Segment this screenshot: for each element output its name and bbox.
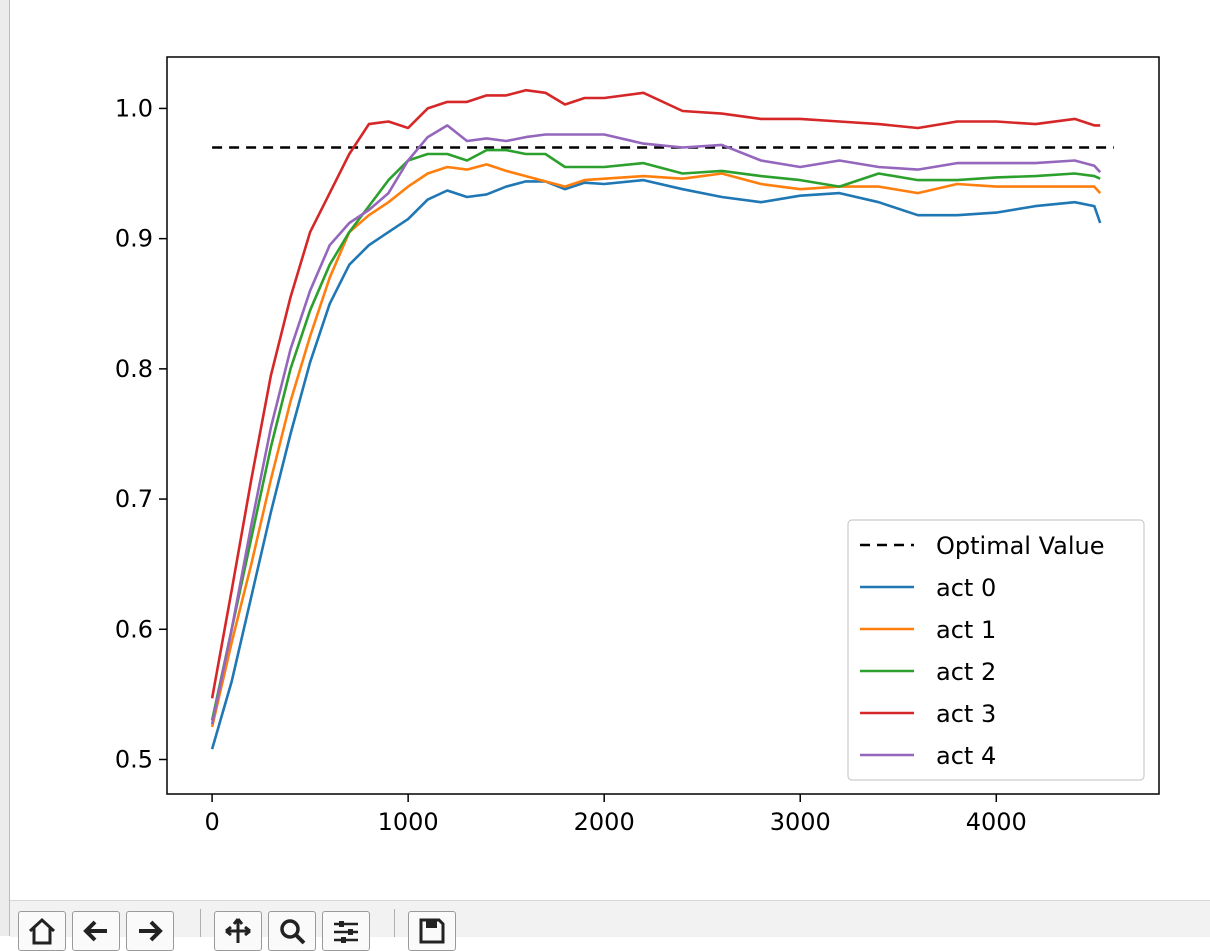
configure-subplots-icon <box>334 921 358 943</box>
series-line-5 <box>210 124 1102 725</box>
home-button[interactable] <box>18 911 66 951</box>
x-tick-label: 4000 <box>966 808 1027 836</box>
figure-canvas: 0 1000 2000 3000 4000 0.5 0.6 0.7 0.8 0.9 1.0 Opt… <box>10 0 1210 900</box>
series-line-3 <box>210 148 1101 721</box>
legend-frame <box>847 519 1145 781</box>
y-tick-label: 0.7 <box>115 485 153 513</box>
forward-button[interactable] <box>126 911 174 951</box>
y-tick-label: 0.5 <box>115 745 153 773</box>
zoom-icon <box>280 919 306 945</box>
y-tick-label: 0.8 <box>115 355 153 383</box>
y-tick-label: 0.6 <box>115 615 153 643</box>
back-arrow-icon <box>83 920 107 942</box>
legend-label: act 0 <box>936 574 996 602</box>
legend-label: act 1 <box>936 616 996 644</box>
back-button[interactable] <box>72 911 120 951</box>
save-button[interactable] <box>408 911 456 951</box>
plot-lines <box>210 88 1114 750</box>
zoom-button[interactable] <box>268 911 316 951</box>
y-tick-label: 0.9 <box>115 225 153 253</box>
legend-label: act 3 <box>936 700 996 728</box>
legend-label: Optimal Value <box>936 532 1105 560</box>
pan-button[interactable] <box>214 911 262 951</box>
save-icon <box>419 918 445 944</box>
toolbar-separator <box>394 909 395 937</box>
configure-subplots-button[interactable] <box>322 911 370 951</box>
series-line-2 <box>210 163 1102 728</box>
window-left-edge <box>0 0 10 936</box>
y-tick-label: 1.0 <box>115 94 153 122</box>
line-chart: 0 1000 2000 3000 4000 0.5 0.6 0.7 0.8 0.9 1.0 Opt… <box>115 56 1160 836</box>
x-tick-label: 3000 <box>770 808 831 836</box>
y-axis-ticks: 0.5 0.6 0.7 0.8 0.9 1.0 <box>115 94 167 773</box>
plot-area-frame <box>166 56 1160 795</box>
legend-label: act 4 <box>936 742 996 770</box>
x-tick-label: 2000 <box>574 808 635 836</box>
series-line-4 <box>210 88 1101 699</box>
toolbar-separator <box>200 909 201 937</box>
legend-label: act 2 <box>936 658 996 686</box>
home-icon <box>28 917 56 945</box>
x-tick-label: 1000 <box>378 808 439 836</box>
legend: Optimal Value act 0 act 1 act 2 act 3 act 4 <box>847 519 1145 781</box>
pan-icon <box>225 918 251 943</box>
x-axis-ticks: 0 1000 2000 3000 4000 <box>204 794 1027 836</box>
forward-arrow-icon <box>139 920 163 942</box>
x-tick-label: 0 <box>204 808 219 836</box>
navigation-toolbar <box>10 900 1210 951</box>
